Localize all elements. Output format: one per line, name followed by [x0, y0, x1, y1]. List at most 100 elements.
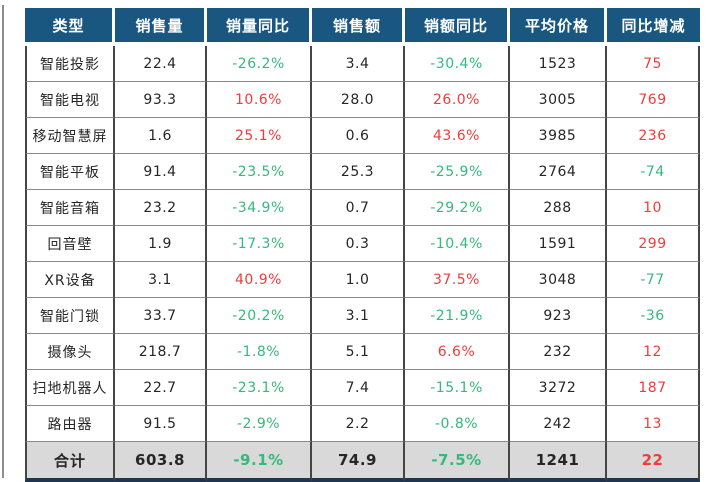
value-cell: -30.4% [405, 46, 510, 82]
value-cell: -21.9% [405, 298, 510, 334]
row-label-cell: 智能电视 [25, 82, 115, 118]
value-cell: 25.3 [312, 154, 405, 190]
table-row: XR设备 3.1 40.9% 1.0 37.5% 3048 -77 [25, 262, 700, 298]
value-cell: 74.9 [312, 442, 405, 482]
row-label-cell: 摄像头 [25, 334, 115, 370]
value-cell: -1.8% [207, 334, 312, 370]
row-label-cell: 智能音箱 [25, 190, 115, 226]
value-cell: 0.3 [312, 226, 405, 262]
table-row: 移动智慧屏 1.6 25.1% 0.6 43.6% 3985 236 [25, 118, 700, 154]
value-cell: -77 [607, 262, 700, 298]
value-cell: 2764 [510, 154, 607, 190]
value-cell: 22 [607, 442, 700, 482]
value-cell: 43.6% [405, 118, 510, 154]
row-label-cell: 回音壁 [25, 226, 115, 262]
value-cell: 22.4 [115, 46, 207, 82]
row-label-cell: 合计 [25, 442, 115, 482]
value-cell: -74 [607, 154, 700, 190]
row-label-cell: XR设备 [25, 262, 115, 298]
column-header-type: 类型 [25, 8, 115, 46]
value-cell: 91.4 [115, 154, 207, 190]
table-row: 智能门锁 33.7 -20.2% 3.1 -21.9% 923 -36 [25, 298, 700, 334]
value-cell: 10 [607, 190, 700, 226]
value-cell: -7.5% [405, 442, 510, 482]
table-row: 扫地机器人 22.7 -23.1% 7.4 -15.1% 3272 187 [25, 370, 700, 406]
value-cell: 37.5% [405, 262, 510, 298]
column-header-sales-amount: 销售额 [312, 8, 405, 46]
value-cell: 1523 [510, 46, 607, 82]
value-cell: 218.7 [115, 334, 207, 370]
table-row: 回音壁 1.9 -17.3% 0.3 -10.4% 1591 299 [25, 226, 700, 262]
value-cell: 26.0% [405, 82, 510, 118]
value-cell: 0.6 [312, 118, 405, 154]
value-cell: -15.1% [405, 370, 510, 406]
table-row: 摄像头 218.7 -1.8% 5.1 6.6% 232 12 [25, 334, 700, 370]
value-cell: -20.2% [207, 298, 312, 334]
row-label-cell: 智能门锁 [25, 298, 115, 334]
left-edge-artifact-line [2, 5, 4, 478]
column-header-average-price: 平均价格 [510, 8, 607, 46]
value-cell: 236 [607, 118, 700, 154]
value-cell: 10.6% [207, 82, 312, 118]
value-cell: 232 [510, 334, 607, 370]
value-cell: 603.8 [115, 442, 207, 482]
column-header-amount-yoy: 销额同比 [405, 8, 510, 46]
value-cell: 1.6 [115, 118, 207, 154]
value-cell: 23.2 [115, 190, 207, 226]
value-cell: 5.1 [312, 334, 405, 370]
value-cell: 923 [510, 298, 607, 334]
value-cell: 3985 [510, 118, 607, 154]
table-row: 智能音箱 23.2 -34.9% 0.7 -29.2% 288 10 [25, 190, 700, 226]
value-cell: 0.7 [312, 190, 405, 226]
value-cell: -29.2% [405, 190, 510, 226]
value-cell: -36 [607, 298, 700, 334]
value-cell: 12 [607, 334, 700, 370]
value-cell: -2.9% [207, 406, 312, 442]
value-cell: 242 [510, 406, 607, 442]
value-cell: 13 [607, 406, 700, 442]
table-header-row: 类型 销售量 销量同比 销售额 销额同比 平均价格 同比增减 [25, 8, 700, 46]
value-cell: 3048 [510, 262, 607, 298]
sales-data-table: 类型 销售量 销量同比 销售额 销额同比 平均价格 同比增减 智能投影 22.4-… [25, 8, 700, 482]
value-cell: -9.1% [207, 442, 312, 482]
value-cell: 28.0 [312, 82, 405, 118]
value-cell: 769 [607, 82, 700, 118]
value-cell: 2.2 [312, 406, 405, 442]
value-cell: 6.6% [405, 334, 510, 370]
row-label-cell: 移动智慧屏 [25, 118, 115, 154]
value-cell: 187 [607, 370, 700, 406]
row-label-cell: 智能投影 [25, 46, 115, 82]
value-cell: 3.1 [115, 262, 207, 298]
value-cell: 91.5 [115, 406, 207, 442]
row-label-cell: 路由器 [25, 406, 115, 442]
value-cell: 3.4 [312, 46, 405, 82]
value-cell: 3.1 [312, 298, 405, 334]
value-cell: -10.4% [405, 226, 510, 262]
value-cell: 93.3 [115, 82, 207, 118]
table-row: 智能投影 22.4 -26.2% 3.4 -30.4% 1523 75 [25, 46, 700, 82]
value-cell: 33.7 [115, 298, 207, 334]
value-cell: -26.2% [207, 46, 312, 82]
value-cell: 288 [510, 190, 607, 226]
value-cell: 299 [607, 226, 700, 262]
column-header-yoy-change: 同比增减 [607, 8, 700, 46]
value-cell: 7.4 [312, 370, 405, 406]
value-cell: -25.9% [405, 154, 510, 190]
value-cell: 75 [607, 46, 700, 82]
value-cell: 40.9% [207, 262, 312, 298]
table-body: 智能投影 22.4 -26.2% 3.4 -30.4% 1523 75 智能电视 93.3 10.… [25, 46, 700, 482]
column-header-volume-yoy: 销量同比 [207, 8, 312, 46]
value-cell: -34.9% [207, 190, 312, 226]
value-cell: 1.9 [115, 226, 207, 262]
table-row: 智能电视 93.3 10.6% 28.0 26.0% 3005 769 [25, 82, 700, 118]
value-cell: 3272 [510, 370, 607, 406]
column-header-sales-volume: 销售量 [115, 8, 207, 46]
value-cell: 1241 [510, 442, 607, 482]
value-cell: 1.0 [312, 262, 405, 298]
value-cell: 1591 [510, 226, 607, 262]
row-label-cell: 扫地机器人 [25, 370, 115, 406]
value-cell: 3005 [510, 82, 607, 118]
value-cell: -23.1% [207, 370, 312, 406]
table-row: 智能平板 91.4 -23.5% 25.3 -25.9% 2764 -74 [25, 154, 700, 190]
value-cell: -0.8% [405, 406, 510, 442]
